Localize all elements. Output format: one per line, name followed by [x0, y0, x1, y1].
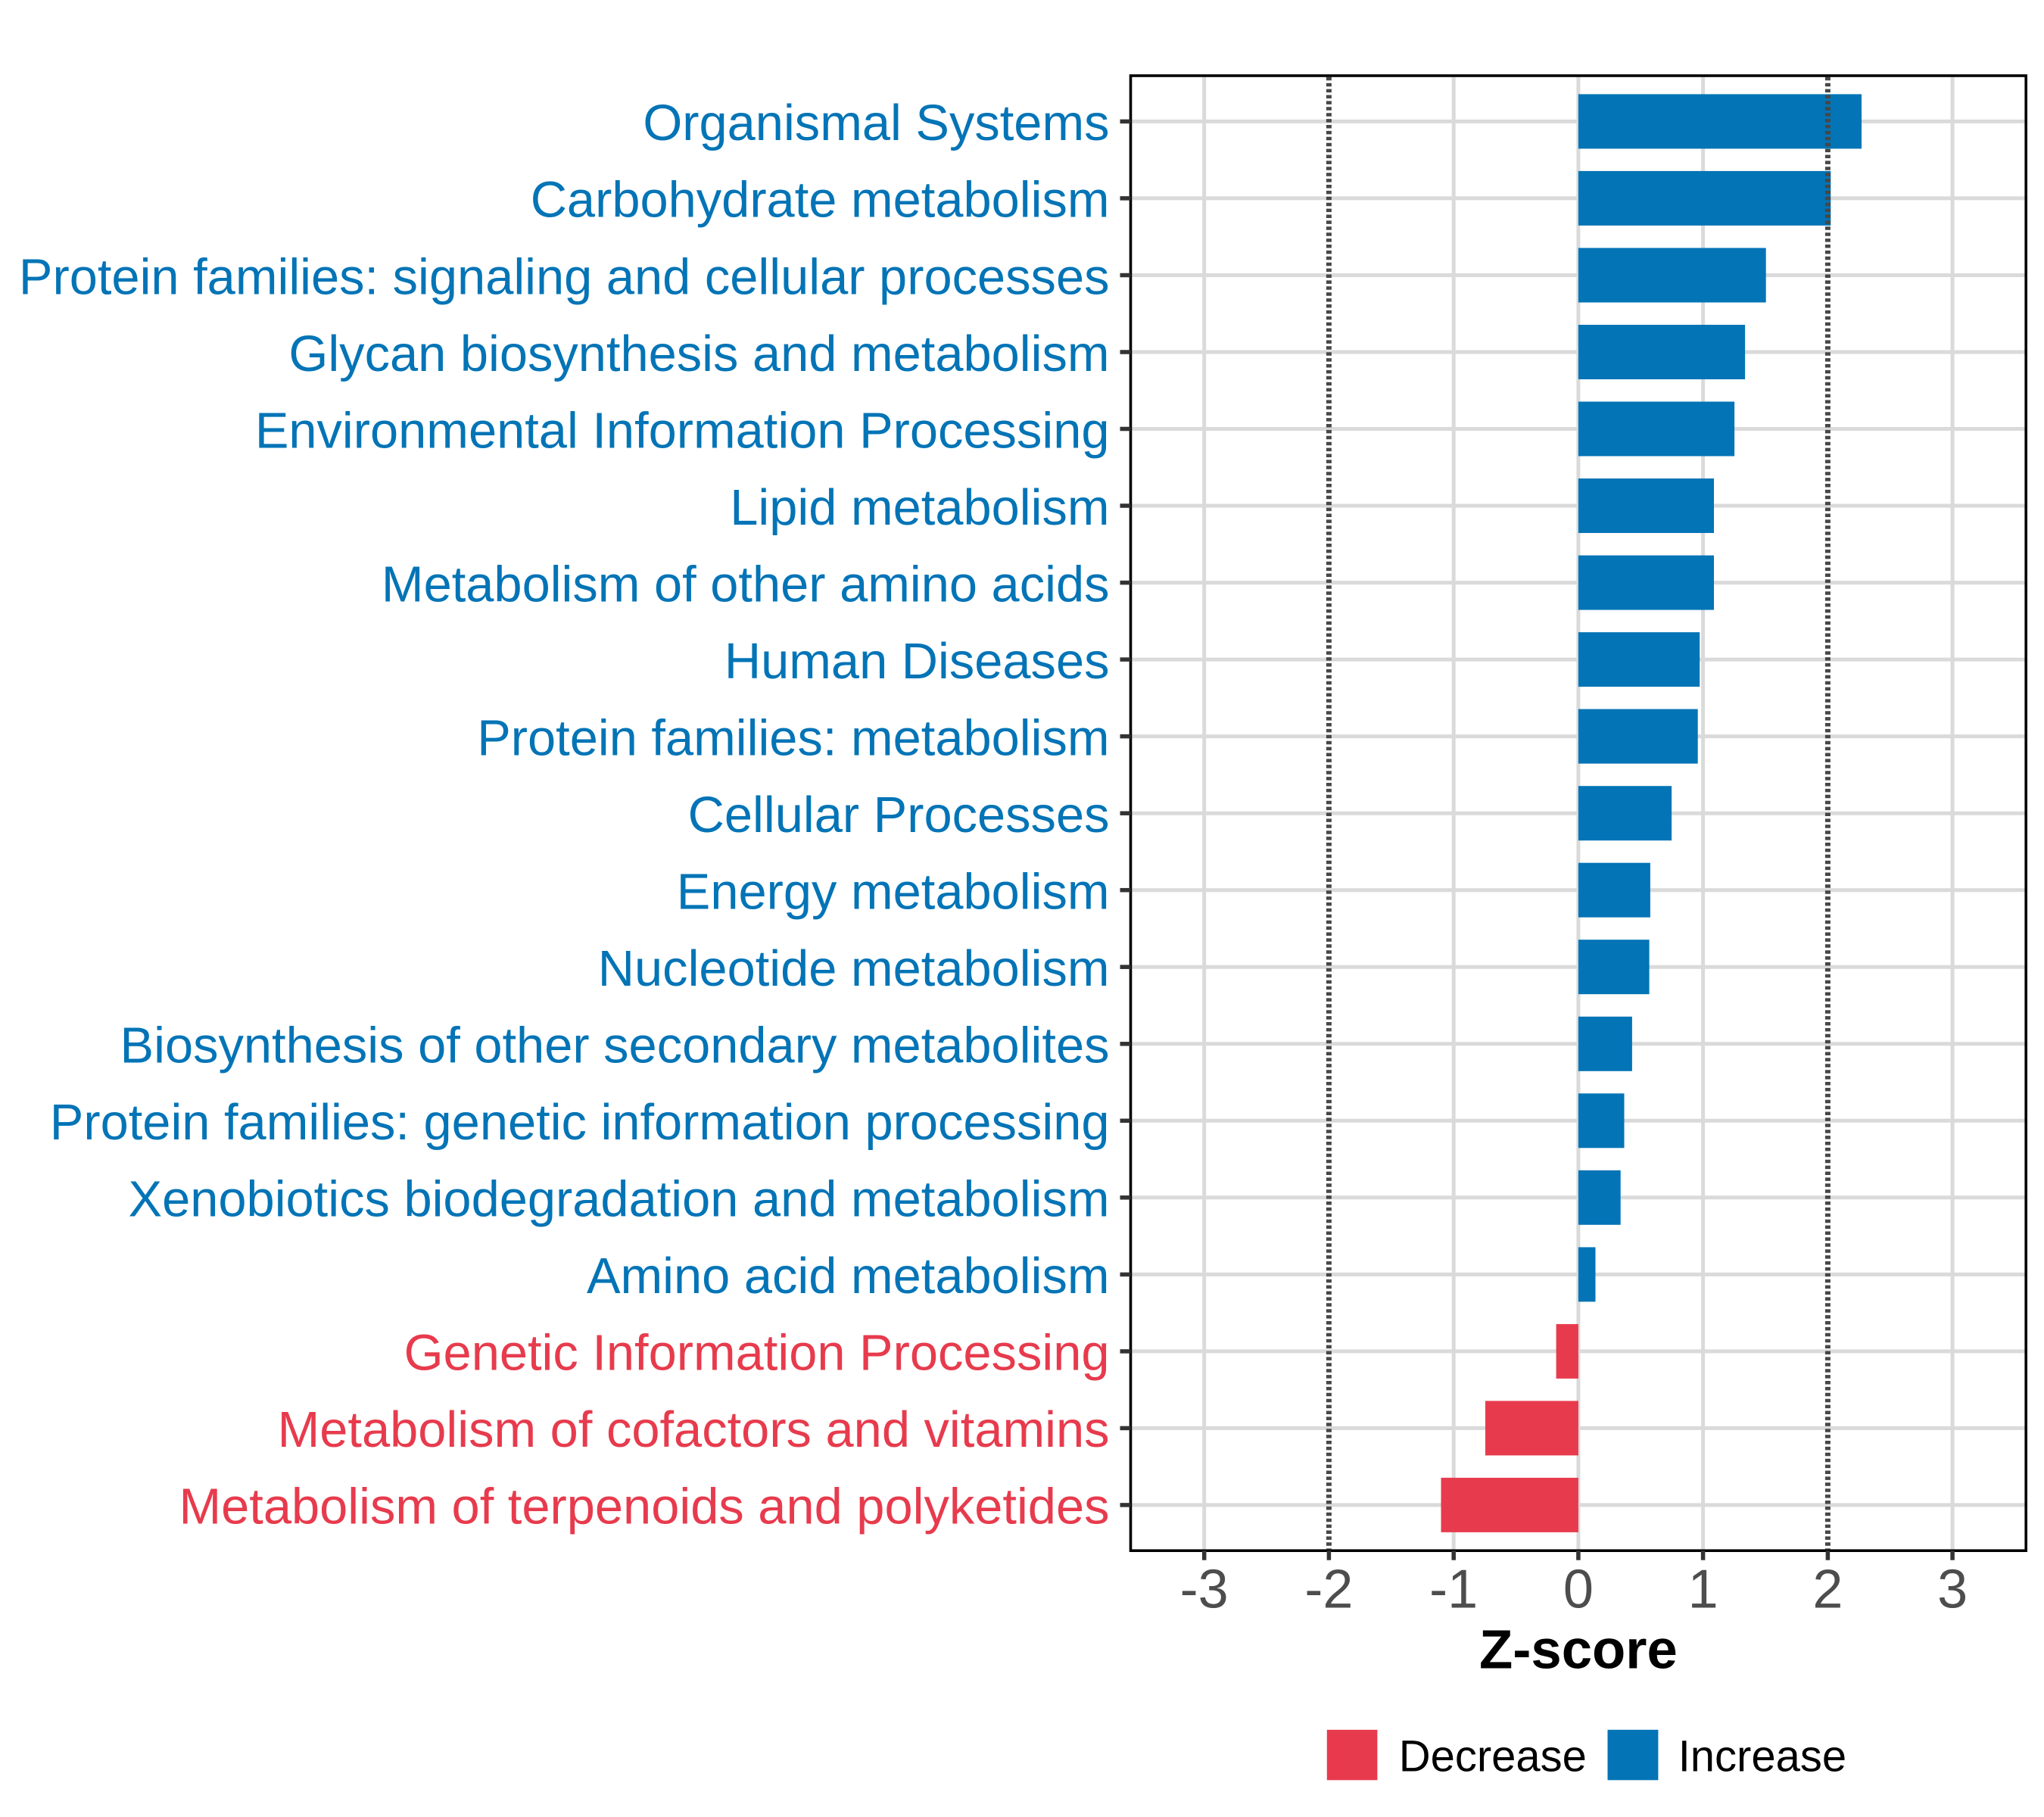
- svg-text:Lipid metabolism: Lipid metabolism: [730, 480, 1109, 536]
- svg-text:Decrease: Decrease: [1399, 1732, 1587, 1781]
- svg-text:1: 1: [1688, 1560, 1718, 1620]
- svg-text:Biosynthesis of other secondar: Biosynthesis of other secondary metaboli…: [120, 1018, 1110, 1074]
- svg-text:3: 3: [1937, 1560, 1968, 1620]
- svg-text:Z-score: Z-score: [1479, 1619, 1678, 1680]
- svg-text:Increase: Increase: [1678, 1732, 1846, 1781]
- svg-text:Protein families: genetic info: Protein families: genetic information pr…: [50, 1095, 1110, 1151]
- svg-text:Metabolism of cofactors and vi: Metabolism of cofactors and vitamins: [278, 1402, 1110, 1458]
- svg-text:Human Diseases: Human Diseases: [724, 634, 1110, 690]
- svg-text:Nucleotide metabolism: Nucleotide metabolism: [598, 941, 1110, 997]
- svg-text:Metabolism of terpenoids and p: Metabolism of terpenoids and polyketides: [179, 1479, 1109, 1535]
- svg-text:Xenobiotics biodegradation and: Xenobiotics biodegradation and metabolis…: [129, 1172, 1110, 1228]
- svg-text:Energy metabolism: Energy metabolism: [677, 865, 1110, 921]
- svg-text:Organismal Systems: Organismal Systems: [643, 95, 1109, 151]
- svg-text:2: 2: [1812, 1560, 1843, 1620]
- svg-text:Metabolism of other amino acid: Metabolism of other amino acids: [382, 556, 1110, 612]
- svg-text:Cellular Processes: Cellular Processes: [688, 787, 1110, 843]
- svg-text:Glycan biosynthesis and metabo: Glycan biosynthesis and metabolism: [288, 326, 1109, 382]
- svg-text:Carbohydrate metabolism: Carbohydrate metabolism: [531, 173, 1110, 229]
- svg-text:Protein families: signaling an: Protein families: signaling and cellular…: [19, 249, 1110, 305]
- svg-text:-2: -2: [1304, 1560, 1353, 1620]
- svg-text:Protein families: metabolism: Protein families: metabolism: [477, 710, 1109, 766]
- svg-text:-3: -3: [1180, 1560, 1229, 1620]
- svg-text:Amino acid metabolism: Amino acid metabolism: [587, 1248, 1110, 1304]
- svg-text:Genetic Information Processing: Genetic Information Processing: [404, 1326, 1110, 1382]
- svg-text:-1: -1: [1429, 1560, 1478, 1620]
- svg-text:Environmental Information Proc: Environmental Information Processing: [255, 403, 1110, 459]
- svg-text:0: 0: [1563, 1560, 1594, 1620]
